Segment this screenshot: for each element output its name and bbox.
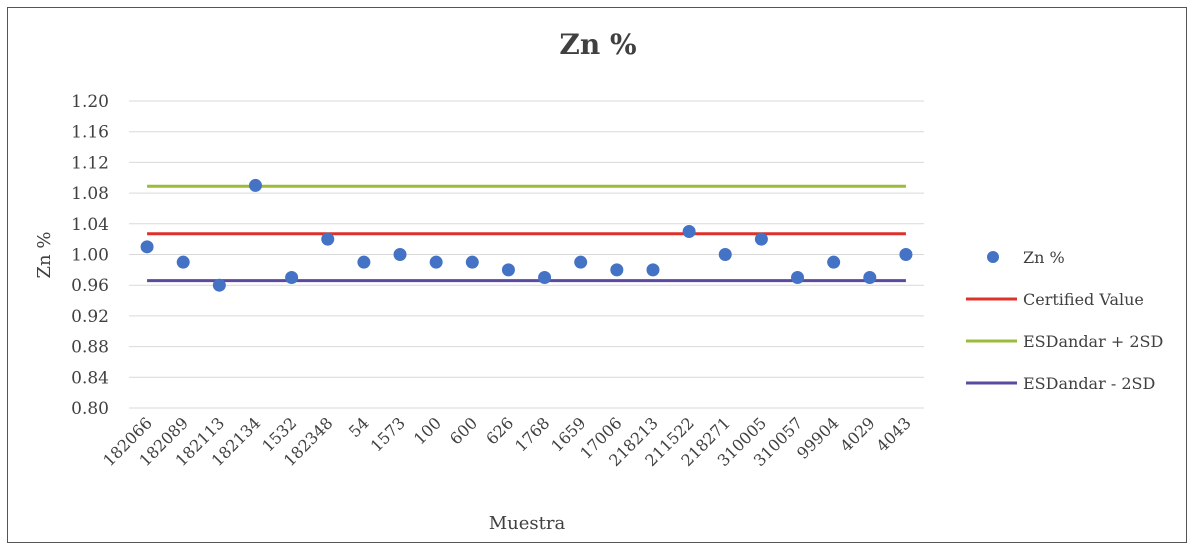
data-point: [899, 248, 913, 261]
legend-label: ESDandar - 2SD: [1023, 374, 1155, 393]
data-point: [465, 255, 479, 269]
data-point: [791, 271, 805, 285]
y-tick-label: 0.96: [71, 276, 109, 296]
legend-label: ESDandar + 2SD: [1023, 332, 1163, 351]
legend-label: Zn %: [1023, 248, 1065, 267]
data-point: [248, 178, 262, 192]
data-points: [140, 178, 913, 292]
data-point: [501, 263, 515, 277]
data-point: [357, 255, 371, 269]
x-tick-label: 1768: [511, 413, 553, 455]
data-point: [285, 271, 299, 285]
y-tick-label: 0.92: [71, 307, 109, 327]
data-point: [610, 263, 624, 277]
y-tick-label: 0.88: [71, 338, 109, 358]
x-axis-title: Muestra: [489, 513, 566, 534]
reference-lines: [147, 184, 906, 283]
data-point: [393, 248, 407, 261]
chart-title: Zn %: [559, 28, 637, 61]
y-tick-label: 1.16: [71, 123, 109, 143]
x-tick-label: 4043: [873, 413, 915, 455]
x-tick-label: 54: [345, 413, 373, 441]
data-point: [827, 255, 841, 269]
data-point: [538, 271, 552, 285]
y-tick-label: 1.04: [71, 215, 109, 235]
data-point: [212, 278, 226, 292]
x-tick-label: 1573: [367, 413, 409, 455]
data-point: [646, 263, 660, 277]
y-tick-label: 1.12: [71, 153, 109, 173]
legend-label: Certified Value: [1023, 290, 1144, 309]
x-tick-label: 600: [446, 413, 481, 448]
data-point: [429, 255, 443, 269]
y-tick-label: 1.20: [71, 92, 109, 112]
data-point: [718, 248, 732, 261]
y-tick-label: 1.08: [71, 184, 109, 204]
data-point: [574, 255, 588, 269]
y-axis-title: Zn %: [34, 232, 55, 279]
x-tick-label: 100: [410, 413, 445, 448]
data-point: [863, 271, 877, 285]
data-point: [754, 232, 768, 246]
x-tick-label: 99904: [793, 413, 842, 462]
data-point: [140, 240, 154, 254]
chart-frame: [7, 7, 1187, 543]
x-tick-label: 4029: [836, 413, 878, 455]
y-tick-label: 0.80: [71, 399, 109, 419]
legend-marker: [987, 251, 999, 263]
data-point: [176, 255, 190, 269]
y-tick-label: 0.84: [71, 368, 109, 388]
data-point: [321, 232, 335, 246]
data-point: [682, 224, 696, 238]
y-tick-label: 1.00: [71, 246, 109, 266]
grid-lines: [129, 100, 924, 409]
y-tick-labels: 0.80 0.84 0.88 0.92 0.96 1.00 1.04 1.08 1.12 1.16…: [71, 92, 109, 419]
legend: Zn % Certified Value ESDandar + 2SD ESDanda…: [966, 248, 1163, 393]
